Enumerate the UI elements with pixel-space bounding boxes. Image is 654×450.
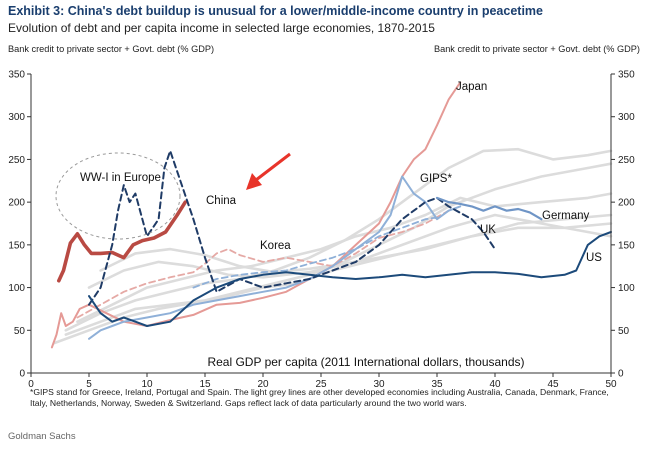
y-axis-label-left: Bank credit to private sector + Govt. de… (8, 44, 215, 54)
x-tick-label: 10 (141, 379, 153, 390)
arrow-shaft (255, 152, 291, 182)
chart-title: Exhibit 3: China's debt buildup is unusu… (8, 4, 543, 18)
series-line-germany (435, 196, 543, 221)
x-tick-label: 30 (373, 379, 385, 390)
y-tick-label-right: 150 (618, 240, 635, 251)
annotation-ww-i-in-europe: WW-I in Europe (80, 172, 161, 184)
ww1-circle (55, 152, 181, 240)
y-tick-label-left: 350 (8, 70, 25, 81)
x-tick-label: 0 (28, 379, 34, 390)
y-tick-label-right: 250 (618, 155, 635, 166)
series-line-japan (50, 81, 462, 349)
y-tick-label-left: 200 (8, 198, 25, 209)
x-axis-label: Real GDP per capita (2011 International … (207, 355, 524, 369)
y-tick-label-right: 200 (618, 198, 635, 209)
series-line-other (99, 222, 613, 274)
arrow-head (246, 173, 262, 190)
y-tick-label-right: 350 (618, 70, 635, 81)
y-tick-label-left: 0 (19, 369, 25, 380)
y-tick-label-left: 250 (8, 155, 25, 166)
x-tick-label: 35 (431, 379, 443, 390)
x-tick-label: 20 (257, 379, 269, 390)
y-tick-label-left: 150 (8, 240, 25, 251)
y-tick-label-right: 0 (618, 369, 624, 380)
series-line-us (88, 231, 612, 327)
annotation-us: US (586, 252, 602, 264)
series-line-uk (88, 149, 496, 306)
annotation-korea: Korea (260, 240, 291, 252)
source-label: Goldman Sachs (8, 431, 76, 442)
series-line-gips-dashed (192, 216, 438, 289)
annotation-layer: WW-I in Europe China Japan GIPS* Germany UK Ko… (55, 81, 602, 264)
y-tick-label-left: 300 (8, 112, 25, 123)
series-line-other (76, 192, 613, 324)
footnote: *GIPS stand for Greece, Ireland, Portuga… (30, 387, 609, 408)
chart-subtitle: Evolution of debt and per capita income … (8, 21, 435, 35)
x-tick-label: 15 (199, 379, 211, 390)
annotation-gips: GIPS* (420, 173, 452, 185)
x-tick-label: 5 (86, 379, 92, 390)
y-axis-label-right: Bank credit to private sector + Govt. de… (433, 44, 640, 54)
annotation-japan: Japan (456, 81, 487, 93)
series-line-other (64, 162, 613, 336)
y-tick-label-left: 100 (8, 283, 25, 294)
series-layer (50, 81, 613, 349)
annotation-uk: UK (480, 224, 496, 236)
x-tick-label: 50 (605, 379, 617, 390)
y-tick-label-right: 50 (618, 326, 630, 337)
annotation-china: China (206, 195, 237, 207)
series-line-china (56, 200, 188, 283)
x-tick-label: 40 (489, 379, 501, 390)
y-tick-label-left: 50 (14, 326, 26, 337)
y-tick-label-right: 300 (618, 112, 635, 123)
series-line-korea (76, 209, 450, 319)
series-line-gips (88, 175, 462, 340)
annotation-germany: Germany (542, 210, 590, 222)
x-tick-label: 45 (547, 379, 559, 390)
y-tick-label-right: 100 (618, 283, 635, 294)
x-tick-label: 25 (315, 379, 327, 390)
